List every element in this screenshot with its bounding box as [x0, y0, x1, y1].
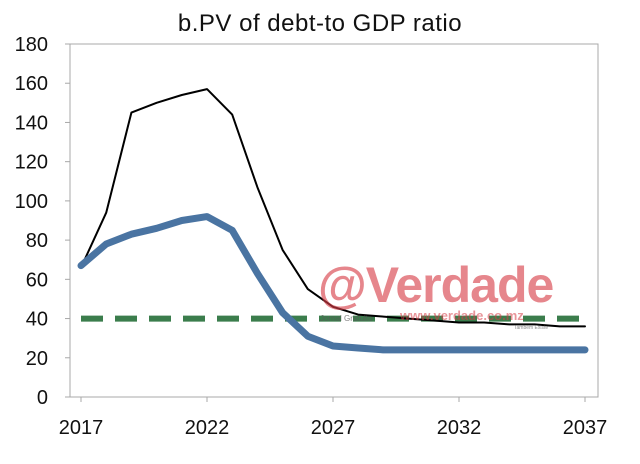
watermark-main-text: @Verdade [318, 257, 554, 313]
y-tick-label: 0 [37, 387, 48, 409]
series-thin-black-line [80, 88, 586, 328]
x-tick-label: 2017 [59, 417, 104, 439]
y-tick-label: 160 [15, 73, 48, 95]
series-thick-blue-line [77, 213, 589, 354]
plot-frame [69, 43, 599, 398]
x-tick-label: 2037 [563, 417, 608, 439]
x-tick-label: 2022 [185, 417, 230, 439]
y-tick-label: 180 [15, 34, 48, 56]
axes [69, 43, 599, 398]
x-axis-ticks: 2017 2022 2027 2032 2037 [59, 397, 608, 439]
y-tick-label: 40 [26, 309, 48, 331]
y-tick-label: 80 [26, 230, 48, 252]
watermark-url-text: www.verdade.co.mz [400, 308, 524, 323]
series-layer [77, 88, 589, 354]
chart-title: b.PV of debt-to GDP ratio [177, 10, 463, 37]
y-tick-label: 120 [15, 152, 48, 174]
watermark-sub-text: Jornal Gratuito [320, 314, 373, 323]
x-tick-label: 2032 [437, 417, 482, 439]
watermark-logo: @Verdade Jornal Gratuito www.verdade.co.… [318, 256, 570, 334]
y-tick-label: 140 [15, 112, 48, 134]
watermark-tag-text: Também Existe [514, 325, 549, 331]
y-tick-label: 60 [26, 269, 48, 291]
y-tick-label: 100 [15, 191, 48, 213]
y-tick-label: 20 [26, 348, 48, 370]
x-tick-label: 2027 [311, 417, 356, 439]
y-axis-ticks: 0 20 40 60 80 100 120 140 160 180 [15, 34, 70, 409]
